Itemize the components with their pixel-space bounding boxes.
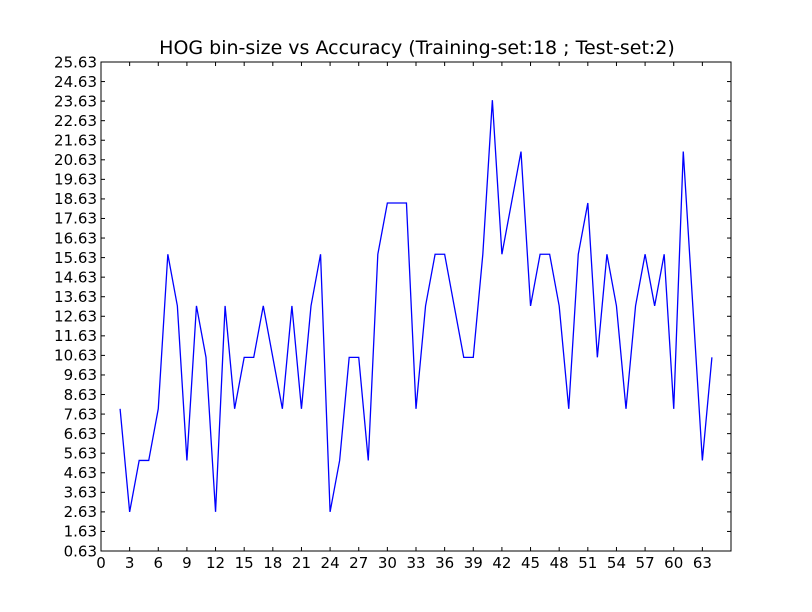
x-tick-label: 33 xyxy=(406,554,425,572)
y-tick-label: 25.63 xyxy=(54,53,97,71)
x-tick-label: 6 xyxy=(153,554,163,572)
y-tick-label: 8.63 xyxy=(64,386,97,404)
y-tick-label: 5.63 xyxy=(64,444,97,462)
y-tick-label: 23.63 xyxy=(54,92,97,110)
y-tick-label: 6.63 xyxy=(64,425,97,443)
chart-title: HOG bin-size vs Accuracy (Training-set:1… xyxy=(159,37,675,59)
y-tick-label: 10.63 xyxy=(54,347,97,365)
y-tick-label: 20.63 xyxy=(54,151,97,169)
x-tick-label: 27 xyxy=(349,554,368,572)
y-tick-label: 11.63 xyxy=(54,327,97,345)
y-tick-label: 15.63 xyxy=(54,249,97,267)
x-tick-label: 3 xyxy=(125,554,135,572)
x-tick-label: 63 xyxy=(693,554,712,572)
x-tick-label: 15 xyxy=(235,554,254,572)
axis-ticks: 0 3 6 9 12 15 18 21 24 27 30 33 36 39 42 45 48 51 54 57 60 63… xyxy=(54,53,731,572)
x-tick-label: 45 xyxy=(521,554,540,572)
x-tick-label: 24 xyxy=(321,554,340,572)
x-tick-label: 57 xyxy=(636,554,655,572)
x-tick-label: 0 xyxy=(96,554,106,572)
x-tick-label: 21 xyxy=(292,554,311,572)
y-tick-label: 24.63 xyxy=(54,73,97,91)
y-tick-label: 13.63 xyxy=(54,288,97,306)
x-tick-label: 42 xyxy=(492,554,511,572)
y-tick-label: 17.63 xyxy=(54,210,97,228)
x-tick-label: 54 xyxy=(607,554,626,572)
x-tick-label: 36 xyxy=(435,554,454,572)
x-tick-label: 18 xyxy=(263,554,282,572)
x-tick-label: 60 xyxy=(664,554,683,572)
y-tick-label: 21.63 xyxy=(54,131,97,149)
x-tick-label: 39 xyxy=(464,554,483,572)
series-line xyxy=(119,100,713,512)
x-tick-label: 12 xyxy=(206,554,225,572)
y-tick-label: 22.63 xyxy=(54,112,97,130)
y-tick-label: 16.63 xyxy=(54,229,97,247)
y-tick-label: 4.63 xyxy=(64,464,97,482)
y-tick-label: 9.63 xyxy=(64,366,97,384)
y-tick-label: 18.63 xyxy=(54,190,97,208)
x-tick-label: 30 xyxy=(378,554,397,572)
y-tick-label: 3.63 xyxy=(64,484,97,502)
y-tick-label: 0.63 xyxy=(64,542,97,560)
x-tick-label: 48 xyxy=(550,554,569,572)
y-tick-label: 7.63 xyxy=(64,405,97,423)
y-tick-label: 19.63 xyxy=(54,171,97,189)
y-tick-label: 14.63 xyxy=(54,268,97,286)
y-tick-label: 2.63 xyxy=(64,503,97,521)
x-tick-label: 9 xyxy=(182,554,192,572)
y-tick-label: 1.63 xyxy=(64,523,97,541)
y-tick-label: 12.63 xyxy=(54,308,97,326)
plot-frame xyxy=(100,61,732,552)
x-tick-label: 51 xyxy=(578,554,597,572)
